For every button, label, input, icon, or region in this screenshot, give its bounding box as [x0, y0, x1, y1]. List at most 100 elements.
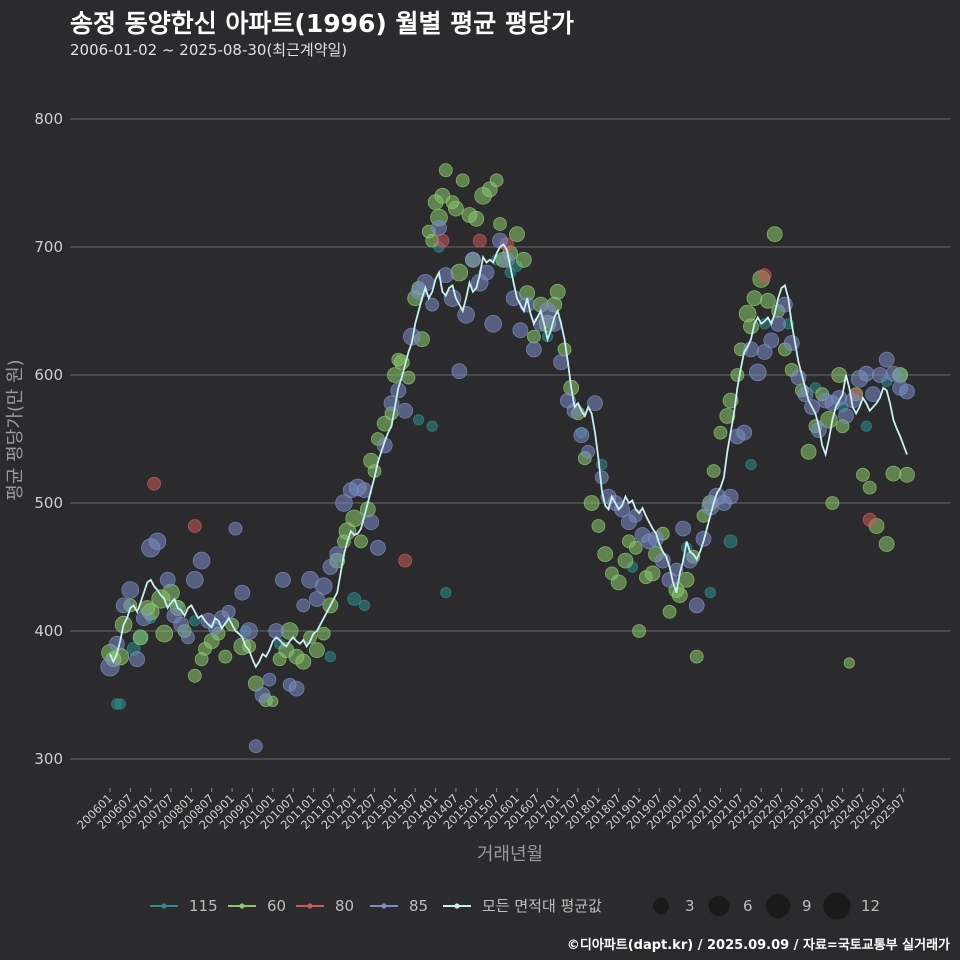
data-point-85 — [397, 402, 414, 419]
y-tick-label: 800 — [34, 110, 63, 128]
legend-swatch-dot — [307, 903, 313, 909]
data-point-115 — [704, 586, 716, 599]
legend-label: 60 — [267, 897, 286, 915]
data-point-60 — [862, 480, 877, 495]
data-point-85 — [322, 559, 339, 575]
data-point-115 — [347, 592, 362, 606]
data-point-85 — [763, 332, 780, 349]
data-point-60 — [515, 251, 532, 268]
data-point-85 — [425, 297, 440, 312]
data-point-85 — [484, 314, 503, 333]
data-point-60 — [628, 540, 643, 555]
data-point-60 — [583, 495, 600, 511]
data-point-60 — [354, 534, 368, 549]
data-point-60 — [899, 466, 915, 483]
data-point-85 — [457, 305, 475, 324]
data-point-85 — [275, 571, 291, 588]
data-point-85 — [478, 264, 495, 281]
y-axis-ticks: 300 400 500 600 700 800 — [34, 110, 63, 768]
data-point-80 — [435, 233, 450, 248]
data-point-85 — [573, 427, 590, 444]
data-point-115 — [412, 414, 425, 426]
data-point-115 — [114, 698, 126, 710]
data-point-80 — [398, 553, 413, 568]
data-point-85 — [512, 322, 529, 339]
data-point-85 — [858, 365, 875, 382]
data-point-60 — [267, 695, 279, 708]
data-point-85 — [335, 494, 353, 512]
data-point-80 — [187, 519, 202, 533]
legend-swatch-dot — [239, 903, 245, 909]
data-point-115 — [324, 650, 336, 663]
data-point-60 — [187, 668, 202, 683]
data-point-85 — [254, 687, 271, 703]
data-point-85 — [451, 363, 468, 380]
legend-size-circle — [653, 898, 669, 914]
data-point-80 — [147, 476, 162, 491]
data-point-80 — [862, 512, 877, 527]
y-tick-label: 400 — [34, 622, 63, 640]
data-point-85 — [899, 383, 915, 400]
data-point-85 — [878, 351, 895, 368]
data-point-85 — [872, 367, 888, 383]
x-axis-label: 거래년월 — [477, 844, 543, 865]
data-point-60 — [760, 292, 776, 309]
data-point-85 — [783, 335, 800, 351]
data-point-85 — [268, 623, 285, 639]
chart-title: 송정 동양한신 아파트(1996) 월별 평균 평당가 — [70, 9, 574, 38]
data-point-60 — [885, 465, 902, 482]
data-point-85 — [431, 219, 447, 236]
data-point-60 — [132, 629, 149, 646]
data-point-60 — [455, 173, 470, 188]
data-point-60 — [662, 604, 677, 619]
data-point-85 — [296, 598, 311, 613]
data-point-85 — [614, 501, 630, 518]
data-point-60 — [447, 200, 464, 217]
data-point-85 — [498, 251, 515, 268]
data-point-60 — [549, 283, 566, 300]
x-axis-ticks: 2006012006072007012007072008012008072009… — [74, 788, 909, 832]
data-point-60 — [401, 370, 416, 385]
legend-size-label: 9 — [802, 897, 812, 915]
data-point-85 — [363, 514, 380, 531]
data-point-85 — [748, 363, 767, 382]
legend: 115 60 80 85 모든 면적대 평균값 3 6 9 12 — [150, 892, 880, 920]
data-point-60 — [800, 443, 817, 460]
data-point-60 — [706, 464, 721, 478]
average-line — [109, 243, 908, 669]
data-point-85 — [228, 521, 243, 536]
y-tick-label: 700 — [34, 238, 63, 256]
data-point-60 — [597, 546, 614, 563]
data-point-115 — [758, 318, 771, 330]
legend-size-circle — [765, 893, 791, 919]
data-point-60 — [489, 173, 504, 188]
data-point-60 — [610, 574, 627, 591]
data-point-60 — [438, 163, 453, 178]
data-point-60 — [617, 552, 634, 569]
data-point-60 — [345, 509, 364, 528]
data-point-60 — [843, 657, 855, 669]
data-point-60 — [242, 639, 257, 654]
y-tick-label: 600 — [34, 366, 63, 384]
data-point-115 — [426, 420, 438, 432]
data-point-60 — [878, 536, 895, 552]
data-point-60 — [856, 467, 870, 482]
source-caption: ©디아파트(dapt.kr) / 2025.09.09 / 자료=국토교통부 실… — [566, 938, 950, 953]
legend-swatch-dot — [381, 903, 387, 909]
data-point-85 — [135, 610, 152, 627]
data-point-85 — [234, 584, 251, 601]
data-point-85 — [369, 539, 386, 556]
data-point-85 — [505, 290, 522, 307]
data-point-85 — [885, 365, 902, 382]
legend-label: 85 — [409, 897, 428, 915]
data-point-115 — [440, 586, 452, 599]
data-point-85 — [443, 289, 462, 308]
data-point-60 — [713, 425, 728, 440]
legend-label: 115 — [189, 897, 218, 915]
data-point-60 — [155, 624, 174, 643]
data-point-85 — [838, 408, 854, 424]
data-point-60 — [678, 571, 695, 588]
data-point-115 — [358, 599, 370, 612]
data-point-85 — [181, 630, 195, 645]
